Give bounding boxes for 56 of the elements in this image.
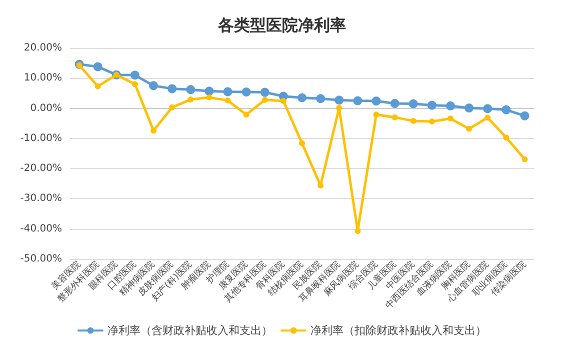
point xyxy=(149,81,158,90)
point xyxy=(428,118,435,125)
point xyxy=(410,118,416,124)
point xyxy=(372,96,381,106)
point xyxy=(353,96,362,106)
point xyxy=(316,94,326,104)
point xyxy=(130,70,140,80)
y-tick-label: -10.00% xyxy=(20,132,62,144)
point xyxy=(503,134,510,141)
y-tick-label: -30.00% xyxy=(20,193,62,204)
point xyxy=(223,87,232,96)
y-tick-label: 0.00% xyxy=(30,102,62,114)
chart-title: 各类型医院净利率 xyxy=(217,16,346,34)
point xyxy=(169,104,176,110)
legend-label: 净利率（扣除财政补贴收入和支出） xyxy=(310,324,486,337)
point xyxy=(188,96,194,103)
point xyxy=(298,93,306,102)
point xyxy=(427,100,436,110)
point xyxy=(224,97,231,104)
point xyxy=(204,86,214,96)
point xyxy=(522,156,528,162)
y-tick-label: 20.00% xyxy=(24,42,62,54)
point xyxy=(94,83,101,90)
point xyxy=(260,88,270,97)
y-tick-label: -50.00% xyxy=(20,254,62,264)
point xyxy=(242,88,251,97)
point xyxy=(206,94,212,100)
legend-label: 净利率（含财政补贴收入和支出） xyxy=(108,324,272,337)
y-tick-label: -20.00% xyxy=(20,163,62,174)
point xyxy=(93,62,102,72)
point xyxy=(373,112,380,118)
point xyxy=(132,81,138,88)
point xyxy=(392,114,398,120)
point xyxy=(76,62,82,68)
point xyxy=(466,126,472,132)
point xyxy=(464,103,474,112)
y-tick-label: 10.00% xyxy=(24,72,62,84)
point xyxy=(446,101,455,110)
point xyxy=(299,140,305,146)
point xyxy=(243,112,250,118)
point xyxy=(447,116,454,122)
point xyxy=(262,96,268,103)
point xyxy=(168,84,177,94)
point xyxy=(150,128,157,134)
y-tick-label: -40.00% xyxy=(20,223,62,234)
point xyxy=(483,104,492,114)
point xyxy=(334,96,344,105)
point xyxy=(484,114,491,121)
point xyxy=(280,98,286,104)
point xyxy=(390,98,400,108)
point xyxy=(502,105,511,114)
point xyxy=(186,85,196,94)
point xyxy=(520,111,530,120)
point xyxy=(408,99,418,108)
point xyxy=(354,228,361,234)
point xyxy=(336,104,342,111)
